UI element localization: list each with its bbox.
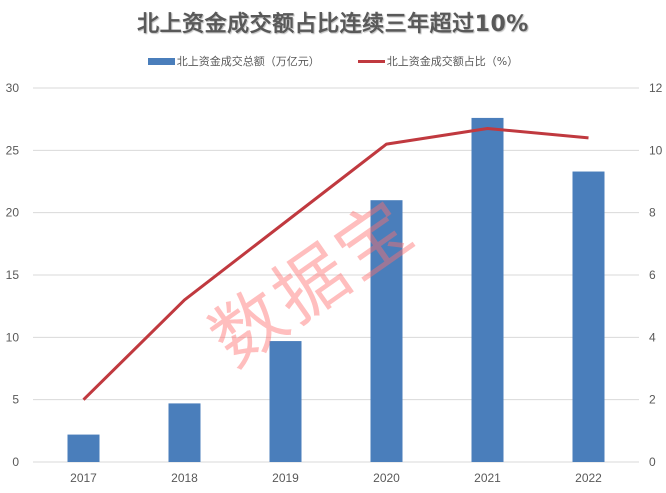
x-tick-label: 2022	[575, 471, 602, 485]
bar-swatch-icon	[147, 57, 175, 65]
left-tick-label: 5	[12, 393, 19, 407]
right-tick-label: 8	[649, 206, 656, 220]
line-series	[82, 127, 589, 401]
x-axis: 2017 2018 2019 2020 2021 2022	[70, 471, 602, 485]
bar-series	[67, 117, 605, 463]
legend-bar-label: 北上资金成交总额（万亿元）	[176, 55, 320, 68]
right-axis: 0 2 4 6 8 10 12	[649, 81, 663, 469]
legend-item-bar: 北上资金成交总额（万亿元）	[147, 53, 320, 69]
left-tick-label: 30	[6, 81, 20, 95]
bar	[168, 403, 201, 462]
left-tick-label: 10	[6, 330, 20, 344]
gridlines	[33, 87, 639, 463]
left-tick-label: 20	[6, 206, 20, 220]
x-tick-label: 2018	[171, 471, 198, 485]
right-tick-label: 10	[649, 143, 663, 157]
left-tick-label: 25	[6, 143, 20, 157]
bar	[269, 341, 302, 462]
bar	[471, 117, 504, 463]
right-tick-label: 12	[649, 81, 663, 95]
left-axis: 0 5 10 15 20 25 30	[6, 81, 20, 469]
right-tick-label: 4	[649, 330, 656, 344]
chart-title: 北上资金成交额占比连续三年超过10%	[137, 12, 529, 37]
right-tick-label: 2	[649, 393, 656, 407]
bar	[572, 171, 605, 462]
left-tick-label: 0	[12, 455, 19, 469]
line-swatch-icon	[357, 59, 385, 63]
legend: 北上资金成交总额（万亿元） 北上资金成交额占比（%）	[0, 53, 666, 69]
x-tick-label: 2017	[70, 471, 97, 485]
x-tick-label: 2021	[474, 471, 501, 485]
x-tick-label: 2020	[373, 471, 400, 485]
x-tick-label: 2019	[272, 471, 299, 485]
bar	[370, 200, 403, 462]
legend-item-line: 北上资金成交额占比（%）	[357, 53, 519, 69]
right-tick-label: 0	[649, 455, 656, 469]
bar	[67, 434, 100, 462]
legend-line-label: 北上资金成交额占比（%）	[386, 55, 519, 68]
left-tick-label: 15	[6, 268, 20, 282]
right-tick-label: 6	[649, 268, 656, 282]
